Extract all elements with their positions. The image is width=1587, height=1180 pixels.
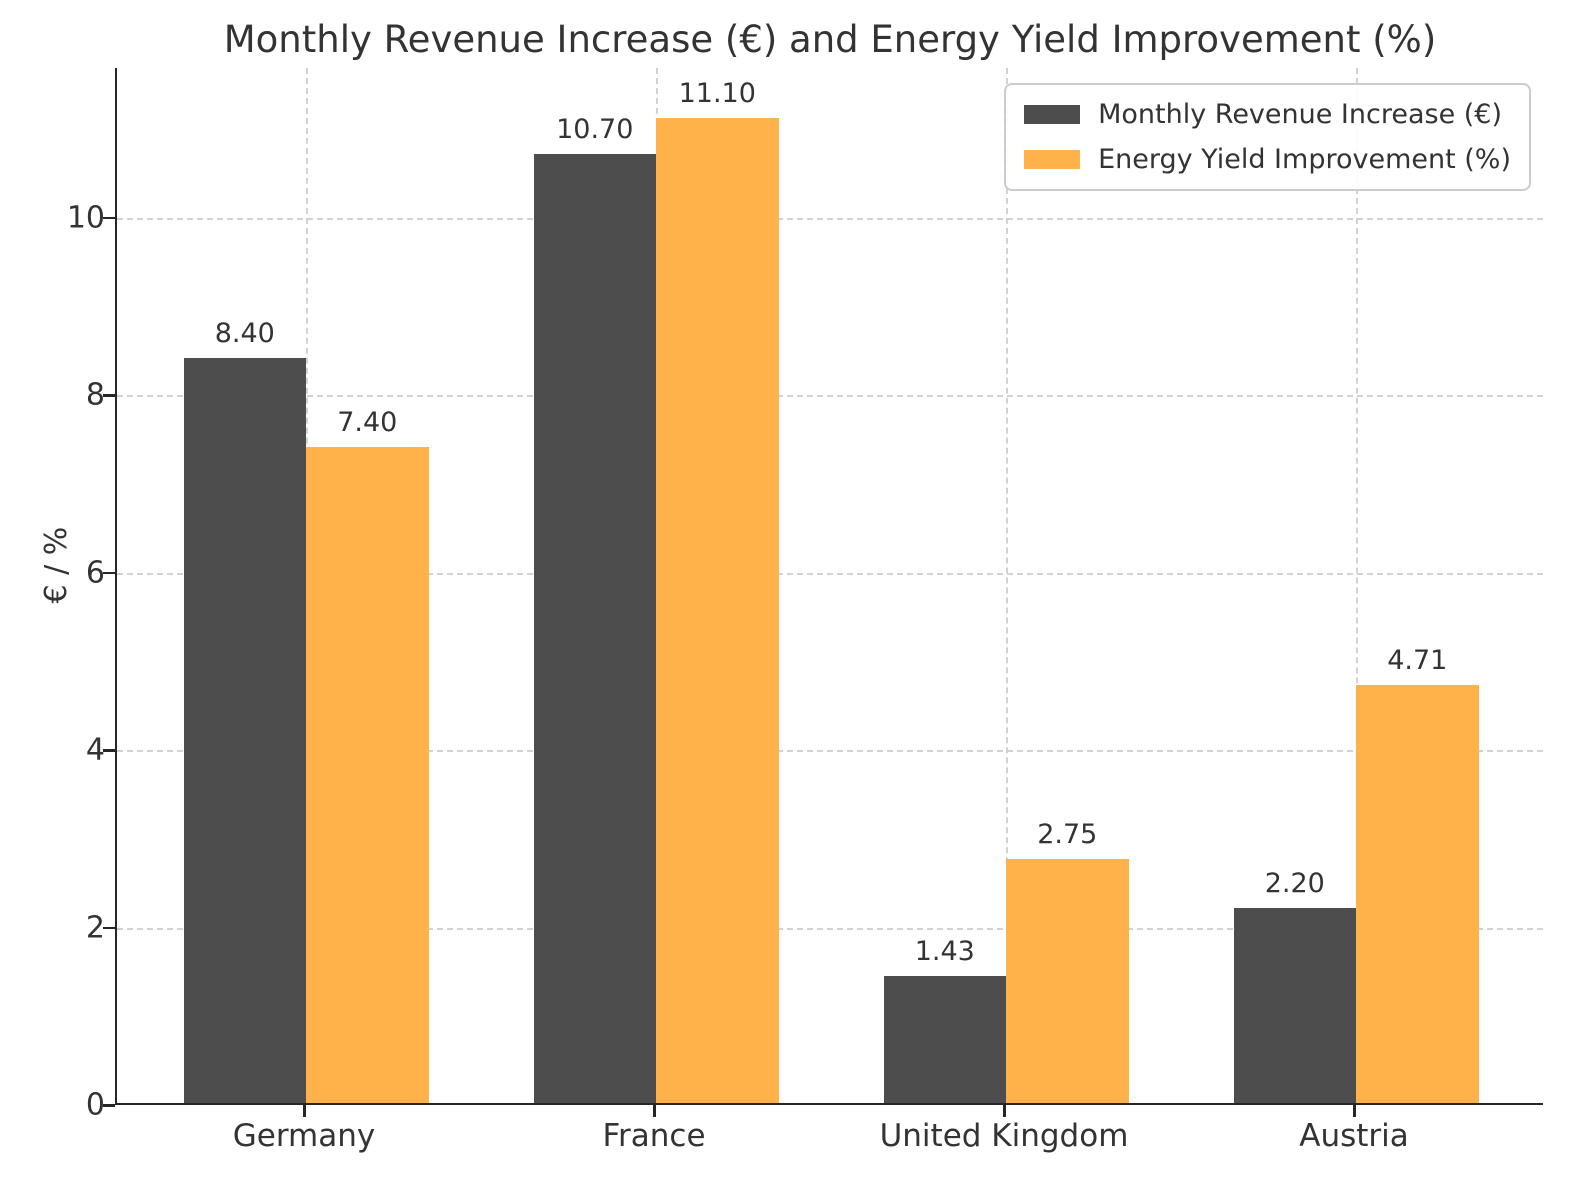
legend-swatch [1024, 150, 1081, 169]
y-tick-mark [103, 749, 115, 752]
bar-value-label: 4.71 [1387, 645, 1448, 677]
bar-value-label: 1.43 [914, 936, 975, 968]
y-tick-label: 8 [85, 377, 105, 413]
y-tick-label: 2 [85, 910, 105, 946]
bar-value-label: 8.40 [214, 317, 275, 349]
bar-germany-series-1 [306, 446, 429, 1103]
bar-austria-series-0 [1233, 907, 1356, 1103]
bar-value-label: 10.70 [556, 113, 634, 145]
y-tick-mark [103, 571, 115, 575]
gridline-horizontal [117, 217, 1543, 220]
y-tick-label: 4 [85, 732, 105, 768]
y-tick-mark [103, 216, 115, 220]
bar-value-label: 2.20 [1264, 867, 1325, 899]
y-axis-title: € / % [38, 526, 74, 604]
bar-france-series-1 [656, 118, 779, 1103]
x-tick-label: Austria [1299, 1118, 1409, 1154]
bar-value-label: 2.75 [1037, 819, 1098, 851]
legend-entry: Monthly Revenue Increase (€) [1024, 99, 1511, 130]
gridline-horizontal [117, 750, 1543, 753]
y-tick-label: 0 [85, 1087, 105, 1123]
gridline-vertical [1356, 68, 1358, 1103]
x-tick-label: United Kingdom [879, 1118, 1129, 1154]
bar-austria-series-1 [1356, 685, 1479, 1103]
y-tick-label: 10 [66, 200, 105, 236]
legend-entry: Energy Yield Improvement (%) [1024, 144, 1511, 175]
bar-united-kingdom-series-1 [1006, 859, 1129, 1103]
x-tick-label: Germany [232, 1118, 376, 1154]
gridline-horizontal [117, 572, 1543, 575]
bar-germany-series-0 [183, 357, 306, 1103]
legend-swatch [1024, 105, 1081, 124]
gridline-horizontal [117, 927, 1543, 930]
plot-area: Monthly Revenue Increase (€) Energy Yield… [115, 68, 1543, 1105]
x-tick-mark [653, 1105, 656, 1117]
x-tick-mark [1003, 1105, 1006, 1117]
bar-united-kingdom-series-0 [883, 976, 1006, 1103]
bar-france-series-0 [533, 153, 656, 1103]
y-tick-label: 6 [85, 555, 105, 591]
bar-value-label: 11.10 [678, 78, 756, 110]
x-tick-mark [1353, 1105, 1356, 1117]
y-tick-mark [103, 926, 115, 930]
gridline-horizontal [117, 395, 1543, 398]
legend-label: Monthly Revenue Increase (€) [1098, 99, 1503, 130]
x-tick-mark [303, 1105, 306, 1117]
y-tick-mark [103, 394, 115, 397]
legend-label: Energy Yield Improvement (%) [1098, 144, 1511, 175]
chart-title: Monthly Revenue Increase (€) and Energy … [223, 18, 1437, 61]
legend: Monthly Revenue Increase (€) Energy Yield… [1004, 83, 1531, 191]
gridline-vertical [1006, 68, 1008, 1103]
x-tick-label: France [602, 1118, 706, 1154]
bar-value-label: 7.40 [337, 406, 398, 438]
y-tick-mark [103, 1104, 115, 1107]
